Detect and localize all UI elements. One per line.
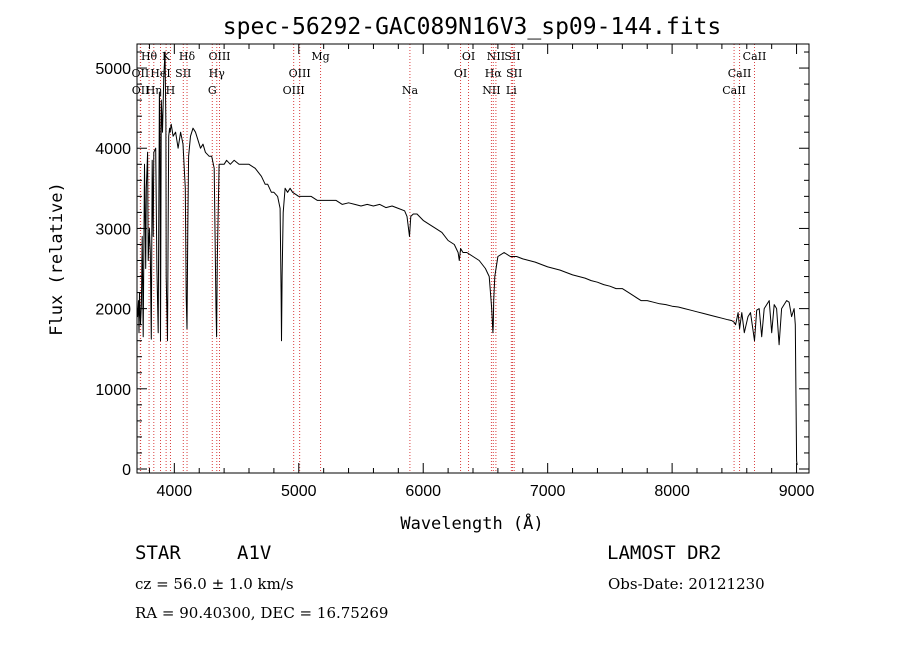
spectrum-series bbox=[136, 51, 798, 466]
y-tick-label: 3000 bbox=[95, 221, 131, 238]
line-label: OIII bbox=[283, 84, 305, 97]
line-label: CaII bbox=[728, 67, 752, 80]
line-label: OI bbox=[454, 67, 467, 80]
subclass: A1V bbox=[237, 542, 272, 564]
line-label: OIII bbox=[208, 50, 230, 63]
chart-title: spec-56292-GAC089N16V3_sp09-144.fits bbox=[223, 14, 722, 40]
line-label: Na bbox=[402, 84, 419, 97]
axis-ticks: 4000 5000 6000 7000 8000 9000 0 1000 2000 3000 400… bbox=[95, 44, 814, 500]
line-label: OIII bbox=[289, 67, 311, 80]
line-label: OII bbox=[132, 67, 150, 80]
line-label: NII bbox=[487, 50, 505, 63]
line-label: OII bbox=[132, 84, 150, 97]
line-label: SII bbox=[175, 67, 191, 80]
coordinates: RA = 90.40300, DEC = 16.75269 bbox=[135, 604, 389, 622]
y-tick-label: 4000 bbox=[95, 141, 131, 158]
x-tick-label: 9000 bbox=[779, 483, 815, 500]
line-label: Hγ bbox=[209, 67, 226, 80]
line-label: SII bbox=[504, 50, 520, 63]
line-label: CaII bbox=[743, 50, 767, 63]
line-label: Hθ bbox=[141, 50, 158, 63]
x-tick-label: 6000 bbox=[405, 483, 441, 500]
line-label: OI bbox=[462, 50, 475, 63]
redshift-cz: cz = 56.0 ± 1.0 km/s bbox=[135, 575, 294, 593]
line-label: G bbox=[208, 84, 217, 97]
x-axis-label: Wavelength (Å) bbox=[400, 512, 543, 534]
y-tick-label: 1000 bbox=[95, 382, 131, 399]
line-label: Hα bbox=[485, 67, 503, 80]
line-label: Mg bbox=[311, 50, 329, 63]
x-tick-label: 7000 bbox=[530, 483, 566, 500]
survey-name: LAMOST DR2 bbox=[607, 542, 722, 564]
line-label: Hη bbox=[146, 84, 162, 97]
y-axis-label: Flux (relative) bbox=[47, 182, 67, 336]
y-tick-label: 0 bbox=[122, 462, 131, 479]
object-type: STAR bbox=[135, 542, 181, 564]
line-label: Hδ bbox=[179, 50, 196, 63]
obs-date: Obs-Date: 20121230 bbox=[608, 575, 765, 593]
y-tick-label: 5000 bbox=[95, 61, 131, 78]
line-label: SII bbox=[506, 67, 522, 80]
line-label: NII bbox=[482, 84, 500, 97]
y-tick-label: 2000 bbox=[95, 302, 131, 319]
line-label: CaII bbox=[722, 84, 746, 97]
line-label: H bbox=[166, 84, 176, 97]
x-tick-label: 4000 bbox=[157, 483, 193, 500]
x-tick-label: 8000 bbox=[654, 483, 690, 500]
spectrum-line bbox=[136, 51, 798, 466]
line-label: Li bbox=[506, 84, 517, 97]
x-tick-label: 5000 bbox=[281, 483, 317, 500]
plot-frame bbox=[136, 43, 810, 474]
line-label: K bbox=[162, 50, 171, 63]
